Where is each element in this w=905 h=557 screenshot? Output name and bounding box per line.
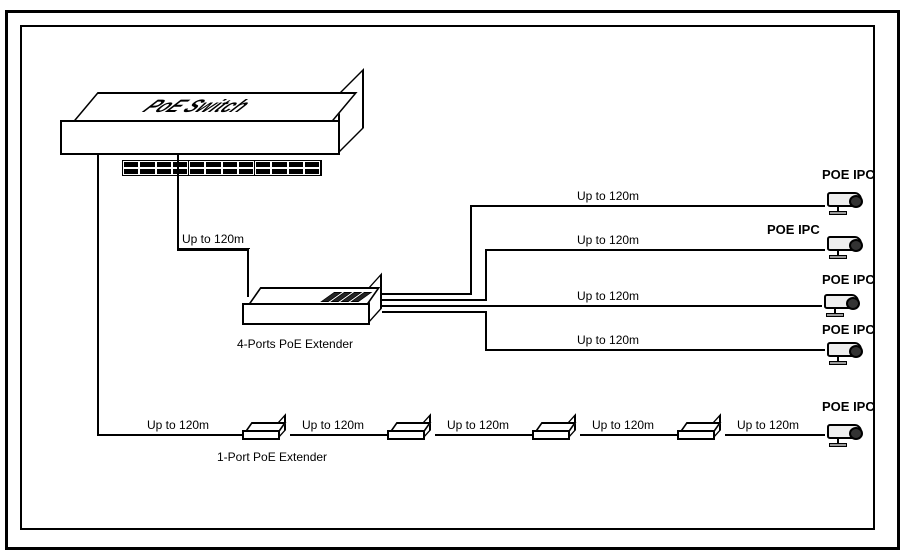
line-switch-down (177, 155, 179, 250)
line-chain-seg4 (580, 434, 677, 436)
camera-5-label: POE IPC (822, 399, 875, 414)
camera-1 (827, 187, 872, 222)
line-ext4-out1a (382, 293, 472, 295)
distance-branch2: Up to 120m (577, 233, 639, 247)
extender-1port-3 (532, 422, 577, 447)
camera-3 (824, 289, 869, 324)
extender-1port-1 (242, 422, 287, 447)
camera-1-label: POE IPC (822, 167, 875, 182)
distance-chain2: Up to 120m (302, 418, 364, 432)
distance-chain5: Up to 120m (737, 418, 799, 432)
line-chain-seg1 (97, 434, 242, 436)
camera-5 (827, 419, 872, 454)
distance-branch3: Up to 120m (577, 289, 639, 303)
distance-chain1: Up to 120m (147, 418, 209, 432)
extender-1port-4 (677, 422, 722, 447)
distance-chain3: Up to 120m (447, 418, 509, 432)
line-branch1-v (470, 205, 472, 295)
camera-2 (827, 231, 872, 266)
poe-switch-device: PoE Switch (60, 92, 360, 162)
extender-1port-label: 1-Port PoE Extender (217, 450, 327, 464)
line-switch-to-ext4 (177, 249, 247, 251)
line-branch2-v (485, 249, 487, 301)
camera-4-label: POE IPC (822, 322, 875, 337)
distance-branch1: Up to 120m (577, 189, 639, 203)
line-chain-seg2 (290, 434, 387, 436)
line-switch-chain-v (97, 155, 99, 435)
line-chain-seg3 (435, 434, 532, 436)
poe-switch-label: PoE Switch (136, 96, 257, 117)
line-branch4-v (485, 311, 487, 351)
distance-branch4: Up to 120m (577, 333, 639, 347)
extender-1port-2 (387, 422, 432, 447)
inner-border: PoE Switch Up to 120m 4-Ports PoE Extend… (20, 25, 875, 530)
line-ext4-out4a (382, 311, 487, 313)
extender-4port-label: 4-Ports PoE Extender (237, 337, 353, 351)
extender-4port-device (242, 287, 382, 337)
distance-switch-ext4: Up to 120m (182, 232, 244, 246)
camera-4 (827, 337, 872, 372)
distance-chain4: Up to 120m (592, 418, 654, 432)
camera-2-label: POE IPC (767, 222, 820, 237)
camera-3-label: POE IPC (822, 272, 875, 287)
line-chain-seg5 (725, 434, 825, 436)
line-ext4-out2a (382, 299, 487, 301)
